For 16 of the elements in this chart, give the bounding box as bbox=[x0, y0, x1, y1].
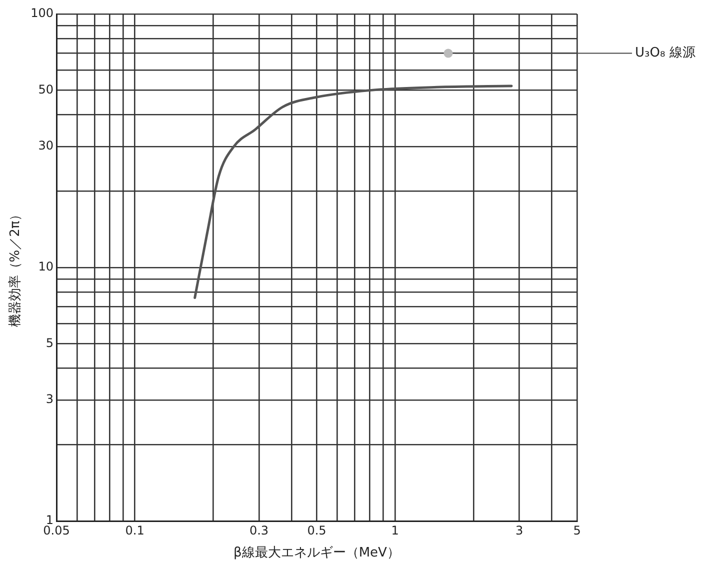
x-tick-label: 3 bbox=[515, 523, 524, 538]
x-tick-label: 0.3 bbox=[249, 523, 269, 538]
x-tick-label: 0.5 bbox=[307, 523, 326, 538]
x-tick-label: 0.05 bbox=[43, 523, 70, 538]
y-tick-label: 5 bbox=[46, 336, 54, 350]
y-tick-label: 30 bbox=[38, 138, 54, 153]
x-tick-label: 0.1 bbox=[125, 523, 144, 538]
text: U₃O₈ 線源 bbox=[635, 46, 696, 61]
x-axis-title: β線最大エネルギー（MeV） bbox=[234, 546, 400, 561]
x-tick-label: 5 bbox=[573, 523, 581, 538]
y-tick-label: 100 bbox=[30, 6, 54, 20]
y-tick-label: 3 bbox=[46, 392, 54, 406]
y-tick-label: 50 bbox=[38, 82, 54, 96]
y-axis-title: 機器効率（%／2π） bbox=[7, 208, 24, 328]
y-tick-label: 10 bbox=[38, 260, 54, 274]
x-tick-label: 1 bbox=[391, 523, 399, 538]
